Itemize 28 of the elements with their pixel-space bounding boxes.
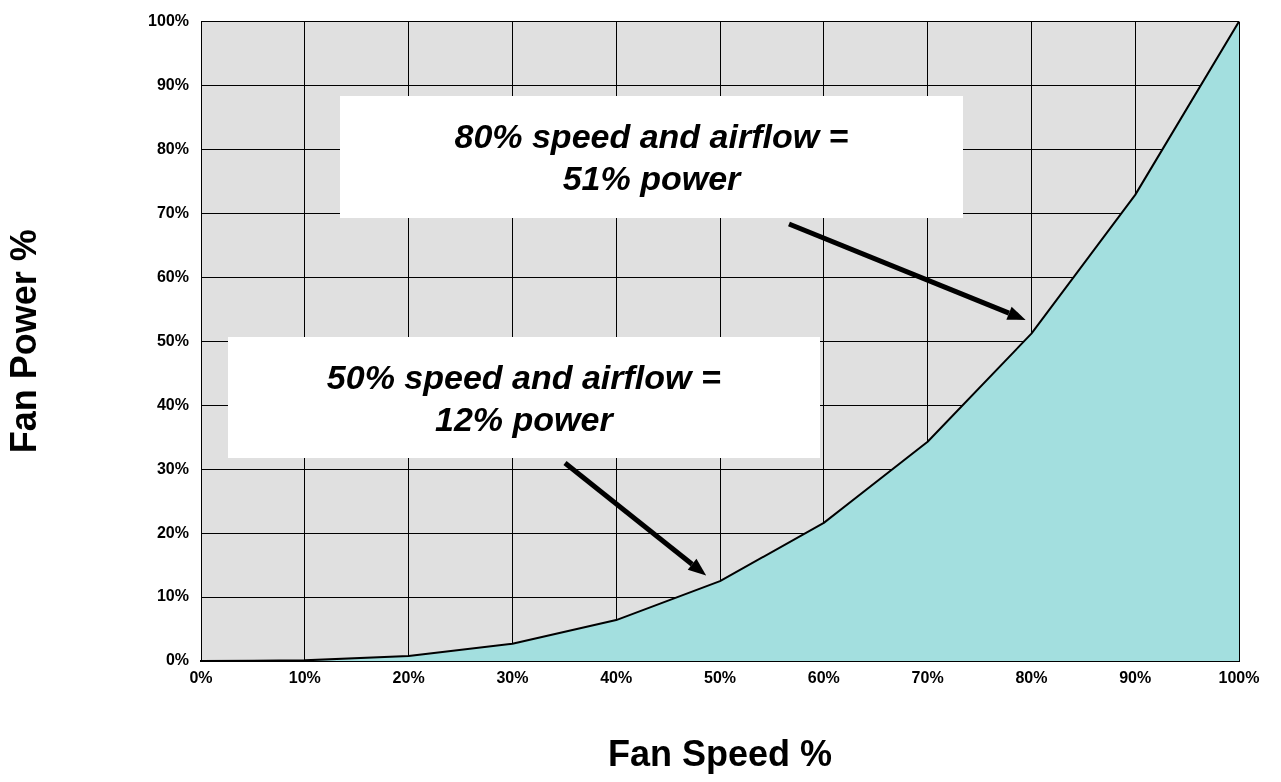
y-tick-label: 70% xyxy=(156,203,189,221)
y-tick-label: 100% xyxy=(148,12,189,30)
y-tick-label: 30% xyxy=(156,459,189,477)
x-tick-label: 60% xyxy=(807,669,840,687)
annotation: 50% speed and airflow = 12% power xyxy=(325,356,722,440)
y-tick-label: 80% xyxy=(156,139,189,157)
x-tick-label: 0% xyxy=(189,669,213,687)
note-box: 80% speed and airflow = 51% power xyxy=(340,96,963,218)
x-tick-label: 20% xyxy=(392,669,425,687)
note-box: 50% speed and airflow = 12% power xyxy=(228,336,820,459)
y-axis-title: Fan Power % xyxy=(2,229,44,454)
y-tick-label: 40% xyxy=(156,395,189,413)
x-axis-title: Fan Speed % xyxy=(607,733,833,775)
x-tick-label: 30% xyxy=(496,669,529,687)
x-tick-label: 50% xyxy=(703,669,737,687)
x-tick-label: 100% xyxy=(1218,669,1260,687)
y-tick-label: 0% xyxy=(165,651,189,669)
x-tick-label: 90% xyxy=(1119,669,1152,687)
y-tick-label: 10% xyxy=(156,587,189,605)
x-tick-label: 40% xyxy=(600,669,633,687)
y-tick-label: 60% xyxy=(156,267,189,285)
y-tick-label: 90% xyxy=(156,75,189,93)
x-tick-label: 10% xyxy=(288,669,321,687)
y-tick-label: 20% xyxy=(156,523,189,541)
x-tick-label: 70% xyxy=(911,669,944,687)
annotation: 80% speed and airflow = 51% power xyxy=(453,116,850,200)
x-tick-label: 80% xyxy=(1015,669,1048,687)
y-tick-label: 50% xyxy=(156,331,189,349)
